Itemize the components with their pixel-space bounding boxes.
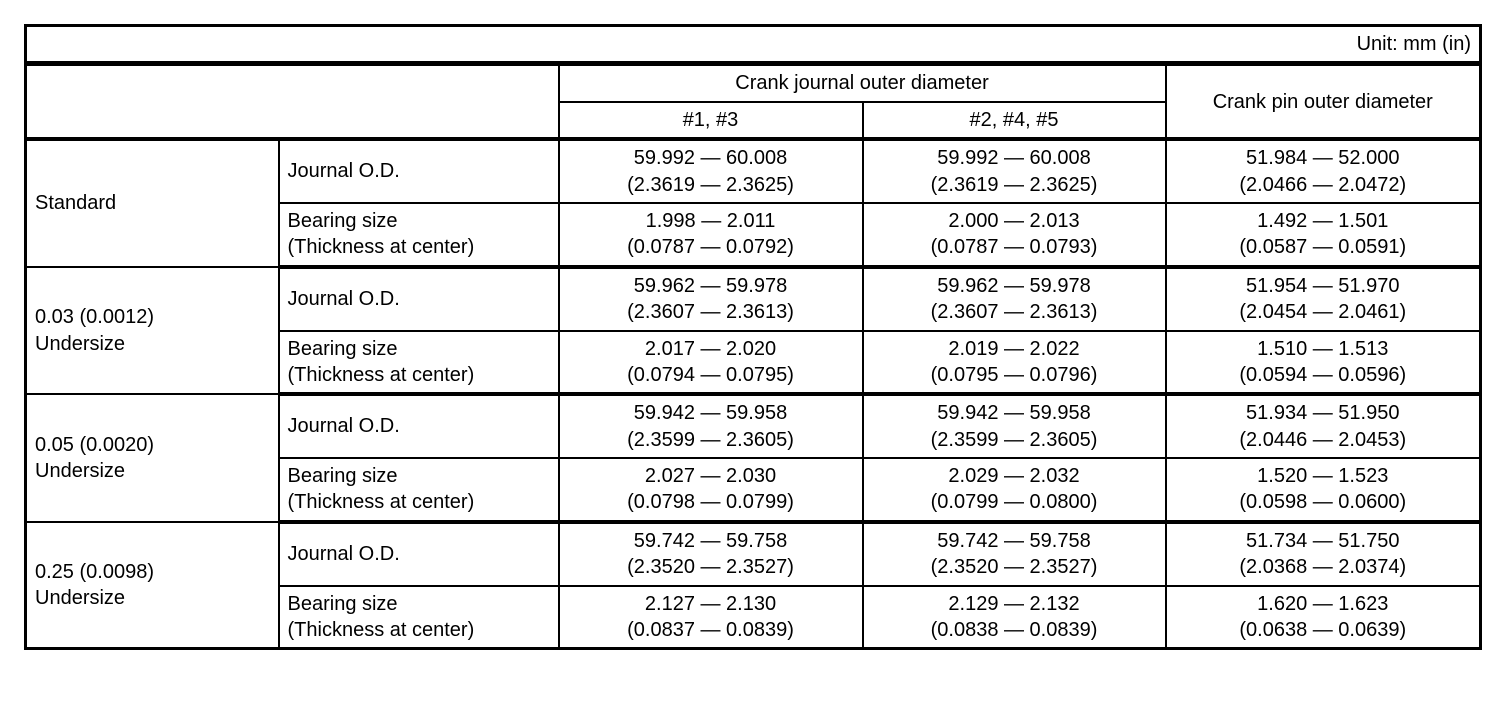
col-header-crank-journal: Crank journal outer diameter [557,62,1167,103]
parameter-label: Journal O.D. [277,265,560,332]
table-row: Bearing size (Thickness at center) 2.027… [26,457,1482,524]
unit-label: Unit: mm (in) [24,24,1482,67]
spec-cell: 2.127 — 2.130 (0.0837 — 0.0839) [557,584,864,650]
size-group-label-005-undersize: 0.05 (0.0020) Undersize [24,393,280,523]
spec-cell: 59.742 — 59.758 (2.3520 — 2.3527) [557,520,864,587]
spec-cell: 1.620 — 1.623 (0.0638 — 0.0639) [1164,584,1482,650]
spec-cell: 59.962 — 59.978 (2.3607 — 2.3613) [557,265,864,332]
parameter-label: Bearing size (Thickness at center) [277,584,560,650]
spec-cell: 59.992 — 60.008 (2.3619 — 2.3625) [861,138,1167,204]
parameter-label: Bearing size (Thickness at center) [277,457,560,524]
unit-row: Unit: mm (in) [24,24,1482,67]
spec-cell: 59.992 — 60.008 (2.3619 — 2.3625) [557,138,864,204]
header-row-2: #1, #3 #2, #4, #5 [26,100,1481,142]
spec-cell: 2.000 — 2.013 (0.0787 — 0.0793) [861,201,1167,269]
col-header-crank-pin: Crank pin outer diameter [1164,62,1482,142]
spec-cell: 51.734 — 51.750 (2.0368 — 2.0374) [1164,520,1482,587]
spec-cell: 59.942 — 59.958 (2.3599 — 2.3605) [861,393,1167,460]
spec-cell: 1.520 — 1.523 (0.0598 — 0.0600) [1164,457,1482,524]
col-header-journal-2-4-5: #2, #4, #5 [861,100,1167,142]
spec-cell: 2.017 — 2.020 (0.0794 — 0.0795) [557,329,864,397]
spec-cell: 51.934 — 51.950 (2.0446 — 2.0453) [1164,393,1482,460]
size-group-label-003-undersize: 0.03 (0.0012) Undersize [24,265,280,396]
spec-cell: 1.492 — 1.501 (0.0587 — 0.0591) [1164,201,1482,269]
parameter-label: Bearing size (Thickness at center) [277,201,560,269]
spec-cell: 59.942 — 59.958 (2.3599 — 2.3605) [557,393,864,460]
table-row: 0.25 (0.0098) Undersize Journal O.D. 59.… [24,520,1482,650]
spec-cell: 2.129 — 2.132 (0.0838 — 0.0839) [861,584,1167,650]
header-empty-cell [24,62,560,142]
parameter-label: Journal O.D. [277,520,560,587]
parameter-label: Journal O.D. [277,393,560,460]
table-row: Bearing size (Thickness at center) 2.017… [26,329,1482,397]
header-row-1: Crank journal outer diameter Crank pin o… [24,62,1482,142]
spec-cell: 2.029 — 2.032 (0.0799 — 0.0800) [861,457,1167,524]
size-group-label-standard: Standard [24,138,280,268]
table-row: Standard Journal O.D. 59.992 — 60.008 (2… [24,138,1482,268]
table-row: Bearing size (Thickness at center) 1.998… [26,201,1482,269]
crankshaft-spec-table: Unit: mm (in) Crank journal outer diamet… [24,24,1483,651]
spec-cell: 59.742 — 59.758 (2.3520 — 2.3527) [861,520,1167,587]
spec-cell: 1.510 — 1.513 (0.0594 — 0.0596) [1164,329,1482,397]
col-header-journal-1-3: #1, #3 [557,100,864,142]
table-row: 0.03 (0.0012) Undersize Journal O.D. 59.… [24,265,1482,396]
spec-cell: 59.962 — 59.978 (2.3607 — 2.3613) [861,265,1167,332]
spec-cell: 1.998 — 2.011 (0.0787 — 0.0792) [557,201,864,269]
spec-cell: 2.027 — 2.030 (0.0798 — 0.0799) [557,457,864,524]
spec-cell: 51.984 — 52.000 (2.0466 — 2.0472) [1164,138,1482,204]
parameter-label: Bearing size (Thickness at center) [277,329,560,397]
table-row: 0.05 (0.0020) Undersize Journal O.D. 59.… [24,393,1482,523]
size-group-label-025-undersize: 0.25 (0.0098) Undersize [24,520,280,650]
spec-cell: 2.019 — 2.022 (0.0795 — 0.0796) [861,329,1167,397]
parameter-label: Journal O.D. [277,138,560,204]
spec-cell: 51.954 — 51.970 (2.0454 — 2.0461) [1164,265,1482,332]
table-row: Bearing size (Thickness at center) 2.127… [26,584,1482,650]
